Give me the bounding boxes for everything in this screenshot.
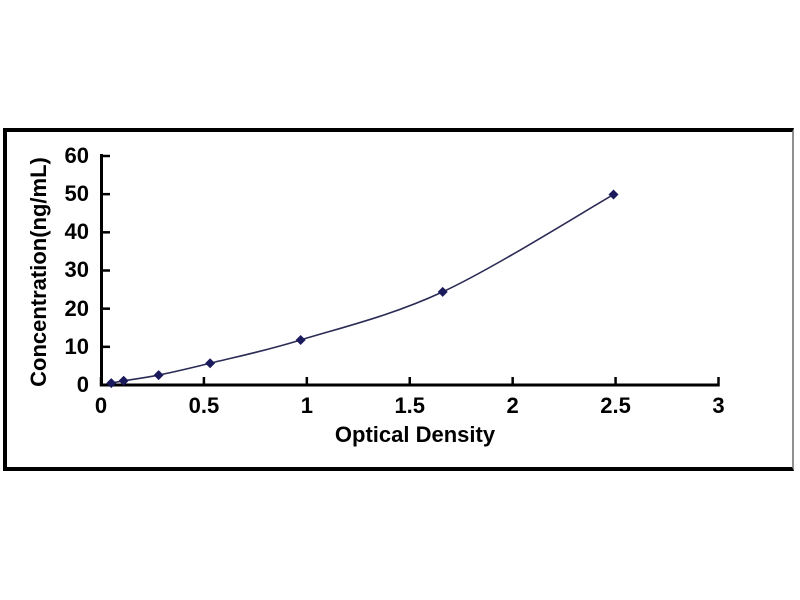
chart-frame [3, 128, 794, 471]
x-axis-title: Optical Density [334, 422, 496, 447]
y-axis-title: Concentration(ng/mL) [26, 157, 51, 387]
